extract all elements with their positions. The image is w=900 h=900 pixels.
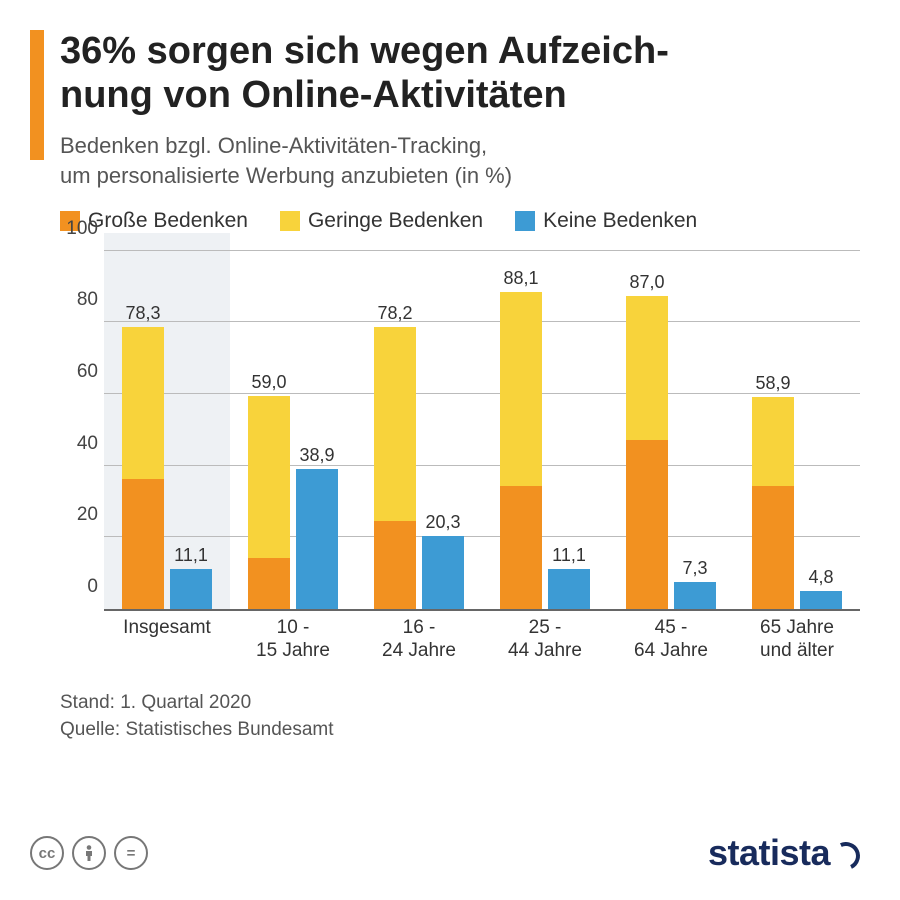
legend-label: Geringe Bedenken	[308, 209, 483, 233]
stacked-bar: 58,9	[752, 251, 794, 609]
statista-wave-icon	[828, 838, 864, 874]
bar-segment-yellow: 78,3	[122, 327, 164, 479]
single-bar: 4,8	[800, 251, 842, 609]
y-axis-label: 100	[60, 218, 98, 240]
statista-logo: statista	[708, 832, 860, 874]
bar-segment-blue: 20,3	[422, 536, 464, 609]
x-axis-label: Insgesamt	[104, 617, 230, 663]
bar-group: 78,3 11,1	[104, 251, 230, 609]
bar-segment-yellow: 87,0	[626, 296, 668, 440]
y-axis-label: 40	[60, 433, 98, 455]
single-bar: 11,1	[548, 251, 590, 609]
chart-title: 36% sorgen sich wegen Aufzeich-nung von …	[60, 30, 860, 117]
single-bar: 38,9	[296, 251, 338, 609]
bar-segment-orange	[500, 486, 542, 608]
legend-label: Große Bedenken	[88, 209, 248, 233]
cc-icon: cc	[30, 836, 64, 870]
grid-line	[104, 321, 860, 322]
stacked-bar: 59,0	[248, 251, 290, 609]
single-bar: 20,3	[422, 251, 464, 609]
by-icon	[72, 836, 106, 870]
bar-groups: 78,311,159,038,978,220,388,111,187,07,35…	[104, 251, 860, 609]
bar-segment-blue: 38,9	[296, 469, 338, 609]
grid-line	[104, 250, 860, 251]
grid-line	[104, 393, 860, 394]
y-axis-label: 80	[60, 289, 98, 311]
single-bar: 11,1	[170, 251, 212, 609]
x-axis-labels: Insgesamt10 -15 Jahre16 -24 Jahre25 -44 …	[104, 617, 860, 663]
stacked-bar: 78,2	[374, 251, 416, 609]
bar-value-label: 59,0	[251, 372, 286, 393]
legend-item-geringe: Geringe Bedenken	[280, 209, 483, 233]
bar-group: 88,1 11,1	[482, 251, 608, 609]
bar-value-label: 78,3	[125, 303, 160, 324]
footer-quelle: Quelle: Statistisches Bundesamt	[60, 716, 860, 744]
bar-value-label: 38,9	[299, 445, 334, 466]
x-axis-label: 65 Jahreund älter	[734, 617, 860, 663]
bar-value-label: 11,1	[552, 545, 586, 566]
bar-segment-blue: 7,3	[674, 582, 716, 608]
chart-wrap: 78,311,159,038,978,220,388,111,187,07,35…	[60, 251, 860, 671]
grid-line	[104, 536, 860, 537]
x-axis-label: 10 -15 Jahre	[230, 617, 356, 663]
bar-segment-yellow: 59,0	[248, 396, 290, 558]
bar-segment-orange	[122, 479, 164, 609]
bar-value-label: 78,2	[377, 303, 412, 324]
bar-segment-yellow: 78,2	[374, 327, 416, 520]
bar-segment-orange	[248, 558, 290, 608]
y-axis-label: 60	[60, 361, 98, 383]
grid-line	[104, 465, 860, 466]
bar-value-label: 88,1	[503, 268, 538, 289]
legend-swatch-blue	[515, 211, 535, 231]
bar-segment-blue: 11,1	[548, 569, 590, 609]
y-axis-label: 20	[60, 504, 98, 526]
header: 36% sorgen sich wegen Aufzeich-nung von …	[60, 30, 860, 191]
legend-item-keine: Keine Bedenken	[515, 209, 697, 233]
accent-bar	[30, 30, 44, 160]
bar-segment-yellow: 58,9	[752, 397, 794, 487]
bar-segment-blue: 11,1	[170, 569, 212, 609]
bar-group: 78,220,3	[356, 251, 482, 609]
bar-segment-orange	[374, 521, 416, 609]
stacked-bar: 87,0	[626, 251, 668, 609]
cc-license-icons: cc =	[30, 836, 148, 870]
footer-notes: Stand: 1. Quartal 2020 Quelle: Statistis…	[60, 689, 860, 744]
logo-text: statista	[708, 832, 830, 874]
x-axis-label: 45 -64 Jahre	[608, 617, 734, 663]
x-axis-label: 25 -44 Jahre	[482, 617, 608, 663]
bar-segment-blue: 4,8	[800, 591, 842, 608]
legend-swatch-yellow	[280, 211, 300, 231]
legend: Große Bedenken Geringe Bedenken Keine Be…	[60, 209, 860, 233]
bar-segment-yellow: 88,1	[500, 292, 542, 487]
bar-value-label: 58,9	[755, 373, 790, 394]
bar-value-label: 4,8	[808, 567, 833, 588]
bar-segment-orange	[752, 486, 794, 608]
bar-group: 58,9 4,8	[734, 251, 860, 609]
bar-value-label: 87,0	[629, 272, 664, 293]
footer-stand: Stand: 1. Quartal 2020	[60, 689, 860, 717]
bottom-row: cc = statista	[30, 832, 860, 874]
bar-group: 59,038,9	[230, 251, 356, 609]
bar-value-label: 7,3	[682, 558, 707, 579]
bar-group: 87,0 7,3	[608, 251, 734, 609]
chart: 78,311,159,038,978,220,388,111,187,07,35…	[104, 251, 860, 611]
bar-segment-orange	[626, 440, 668, 609]
x-axis-label: 16 -24 Jahre	[356, 617, 482, 663]
chart-subtitle: Bedenken bzgl. Online-Aktivitäten-Tracki…	[60, 131, 860, 190]
nd-icon: =	[114, 836, 148, 870]
stacked-bar: 88,1	[500, 251, 542, 609]
y-axis-label: 0	[60, 576, 98, 598]
single-bar: 7,3	[674, 251, 716, 609]
bar-value-label: 20,3	[425, 512, 460, 533]
legend-label: Keine Bedenken	[543, 209, 697, 233]
stacked-bar: 78,3	[122, 251, 164, 609]
bar-value-label: 11,1	[174, 545, 208, 566]
